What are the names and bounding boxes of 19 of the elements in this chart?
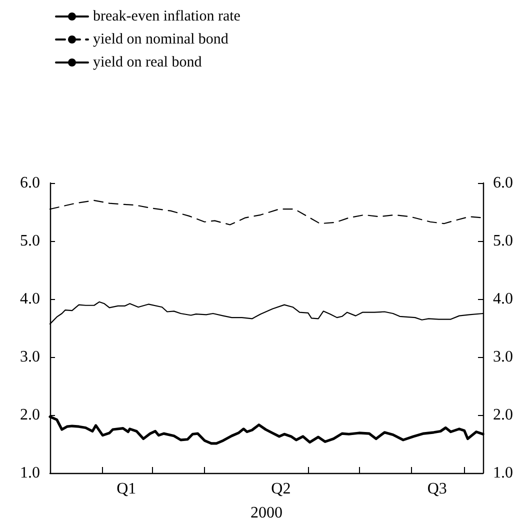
x-tick-label: Q3 [427, 480, 447, 498]
y-tick-label: 2.0 [20, 406, 40, 424]
y-tick-label: 4.0 [20, 290, 40, 308]
legend-label: break-even inflation rate [93, 8, 241, 24]
y2-tick-label: 2.0 [493, 406, 513, 424]
x-tick-label: Q2 [271, 480, 291, 498]
x-tick-label: Q1 [116, 480, 136, 498]
y2-tick-label: 3.0 [493, 348, 513, 366]
y2-tick-label: 4.0 [493, 290, 513, 308]
y2-tick-label: 5.0 [493, 232, 513, 250]
y2-tick-label: 1.0 [493, 464, 513, 482]
y-tick-label: 1.0 [20, 464, 40, 482]
y-tick-label: 3.0 [20, 348, 40, 366]
y-tick-label: 6.0 [20, 174, 40, 192]
x-axis-title: 2000 [250, 504, 282, 522]
legend-label: yield on nominal bond [93, 32, 229, 48]
y-tick-label: 5.0 [20, 232, 40, 250]
legend-label: yield on real bond [93, 54, 202, 70]
y2-tick-label: 6.0 [493, 174, 513, 192]
